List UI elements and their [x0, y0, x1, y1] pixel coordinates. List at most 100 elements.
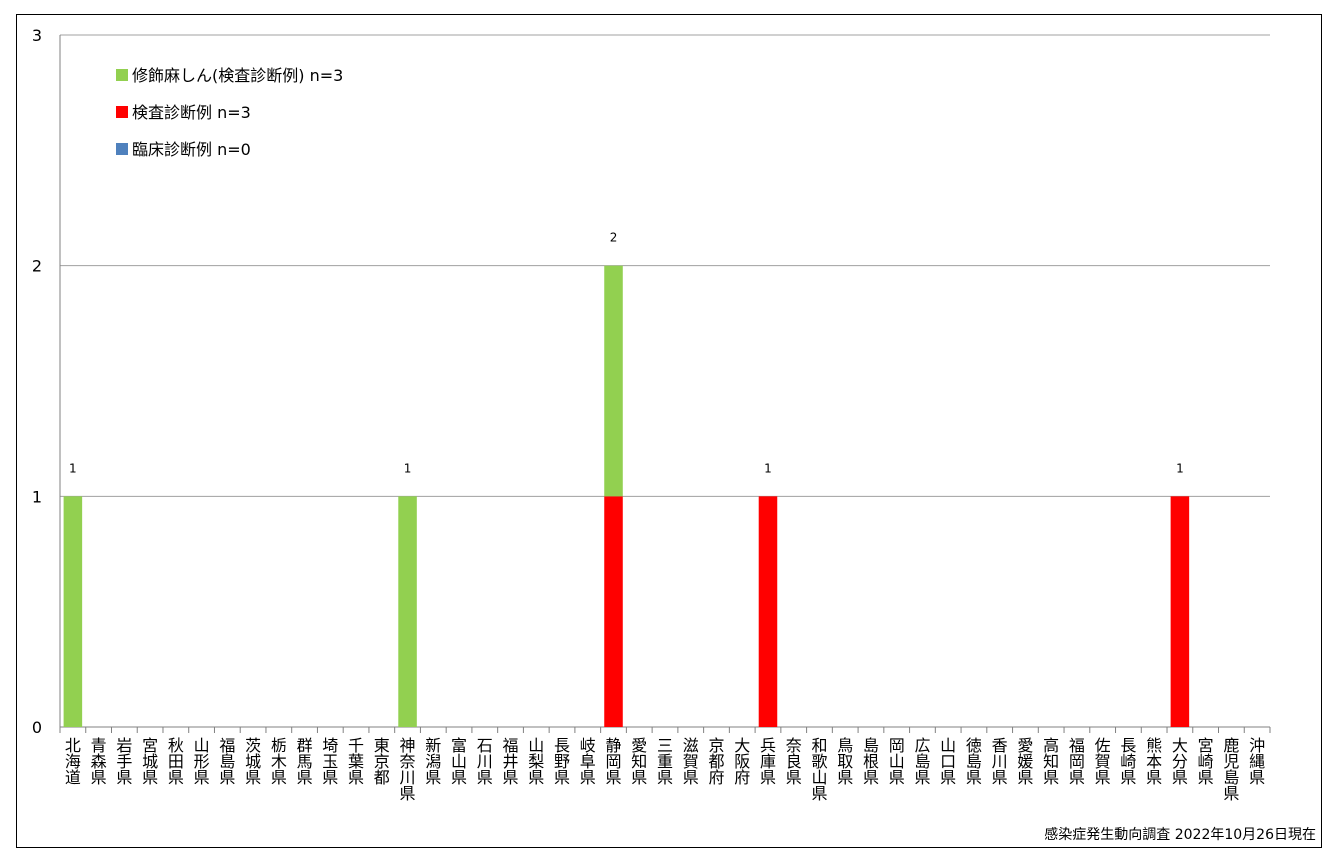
- x-category-char: 木: [271, 752, 287, 771]
- legend-swatch: [116, 69, 128, 81]
- x-category-char: 静: [606, 736, 622, 755]
- x-category-char: 島: [219, 752, 235, 771]
- x-category-char: 岡: [606, 752, 622, 771]
- x-category-char: 崎: [1120, 752, 1136, 771]
- data-label: 2: [610, 231, 618, 245]
- x-category-char: 奈: [400, 752, 416, 771]
- x-category-char: 県: [1172, 768, 1188, 787]
- x-category-char: 山: [451, 752, 467, 771]
- x-category-char: 県: [863, 768, 879, 787]
- data-label: 1: [69, 461, 77, 475]
- x-category-char: 都: [708, 752, 724, 771]
- x-category-char: 県: [425, 768, 441, 787]
- x-category-char: 野: [554, 752, 570, 771]
- bar-segment: [398, 496, 417, 727]
- legend-swatch: [116, 143, 128, 155]
- x-category-char: 沖: [1249, 736, 1265, 755]
- legend-swatch: [116, 106, 128, 118]
- x-category-char: 城: [142, 752, 158, 771]
- x-category-char: 県: [1120, 768, 1136, 787]
- y-tick-label: 0: [32, 718, 42, 737]
- x-category-char: 県: [348, 768, 364, 787]
- x-category-char: 岡: [889, 736, 905, 755]
- x-category-char: 県: [554, 768, 570, 787]
- x-category-char: 県: [528, 768, 544, 787]
- x-category-char: 青: [91, 736, 107, 755]
- x-category-char: 高: [1043, 736, 1059, 755]
- x-category-char: 奈: [786, 736, 802, 755]
- x-category-char: 京: [374, 752, 390, 771]
- x-category-char: 長: [554, 736, 570, 755]
- x-category-char: 島: [863, 736, 879, 755]
- bar-segment: [604, 496, 623, 727]
- x-category-char: 児: [1223, 752, 1239, 771]
- x-category-char: 海: [65, 752, 81, 771]
- x-category-char: 熊: [1146, 736, 1162, 755]
- x-category-char: 長: [1120, 736, 1136, 755]
- x-category-char: 府: [708, 768, 724, 787]
- x-category-char: 愛: [1017, 736, 1033, 755]
- x-category-char: 川: [477, 752, 493, 771]
- source-note: 感染症発生動向調査 2022年10月26日現在: [1044, 827, 1316, 843]
- x-category-char: 県: [966, 768, 982, 787]
- x-category-char: 県: [760, 768, 776, 787]
- x-category-char: 阜: [580, 752, 596, 771]
- x-category-char: 秋: [168, 736, 184, 755]
- x-category-char: 石: [477, 736, 493, 755]
- y-tick-label: 1: [32, 487, 42, 506]
- x-category-char: 島: [966, 752, 982, 771]
- x-category-char: 潟: [425, 752, 441, 771]
- x-category-char: 群: [297, 736, 313, 755]
- x-category-char: 口: [940, 752, 956, 771]
- x-category-char: 県: [116, 768, 132, 787]
- x-category-char: 梨: [528, 752, 544, 771]
- y-tick-label: 2: [32, 257, 42, 276]
- legend-label: 検査診断例 n=3: [132, 103, 251, 122]
- x-category-char: 県: [580, 768, 596, 787]
- x-category-char: 県: [1069, 768, 1085, 787]
- x-category-char: 京: [708, 736, 724, 755]
- x-category-char: 県: [657, 768, 673, 787]
- x-category-char: 根: [863, 752, 879, 771]
- x-category-char: 福: [219, 736, 235, 755]
- x-category-char: 県: [219, 768, 235, 787]
- bar-segment: [63, 496, 83, 727]
- bar-segment: [758, 496, 778, 727]
- x-category-char: 山: [940, 736, 956, 755]
- x-category-char: 滋: [683, 736, 699, 755]
- data-label: 1: [764, 461, 772, 475]
- x-category-char: 玉: [322, 752, 338, 771]
- x-category-char: 歌: [811, 752, 827, 771]
- data-label: 1: [404, 461, 412, 475]
- x-category-char: 知: [1043, 752, 1059, 771]
- x-category-char: 神: [400, 736, 416, 755]
- x-category-char: 県: [194, 768, 210, 787]
- x-category-char: 山: [811, 768, 827, 787]
- x-category-char: 島: [1223, 768, 1239, 787]
- x-category-char: 知: [631, 752, 647, 771]
- x-category-char: 県: [271, 768, 287, 787]
- x-category-char: 茨: [245, 736, 261, 755]
- x-category-char: 県: [322, 768, 338, 787]
- x-category-char: 島: [914, 752, 930, 771]
- x-category-char: 県: [786, 768, 802, 787]
- x-category-char: 県: [837, 768, 853, 787]
- x-category-char: 福: [1069, 736, 1085, 755]
- x-category-char: 県: [1223, 784, 1239, 803]
- x-category-char: 三: [657, 736, 673, 755]
- x-category-char: 佐: [1095, 736, 1111, 755]
- x-category-char: 都: [374, 768, 390, 787]
- y-tick-label: 3: [32, 26, 42, 45]
- x-category-char: 県: [683, 768, 699, 787]
- x-category-char: 縄: [1249, 752, 1265, 771]
- x-category-char: 県: [606, 768, 622, 787]
- x-category-char: 埼: [322, 736, 338, 755]
- x-category-char: 北: [65, 736, 81, 755]
- legend-label: 臨床診断例 n=0: [132, 140, 251, 159]
- x-category-char: 山: [528, 736, 544, 755]
- x-category-char: 山: [194, 736, 210, 755]
- x-category-char: 森: [91, 752, 107, 771]
- x-category-char: 広: [914, 736, 930, 755]
- x-category-char: 県: [1043, 768, 1059, 787]
- x-category-char: 県: [477, 768, 493, 787]
